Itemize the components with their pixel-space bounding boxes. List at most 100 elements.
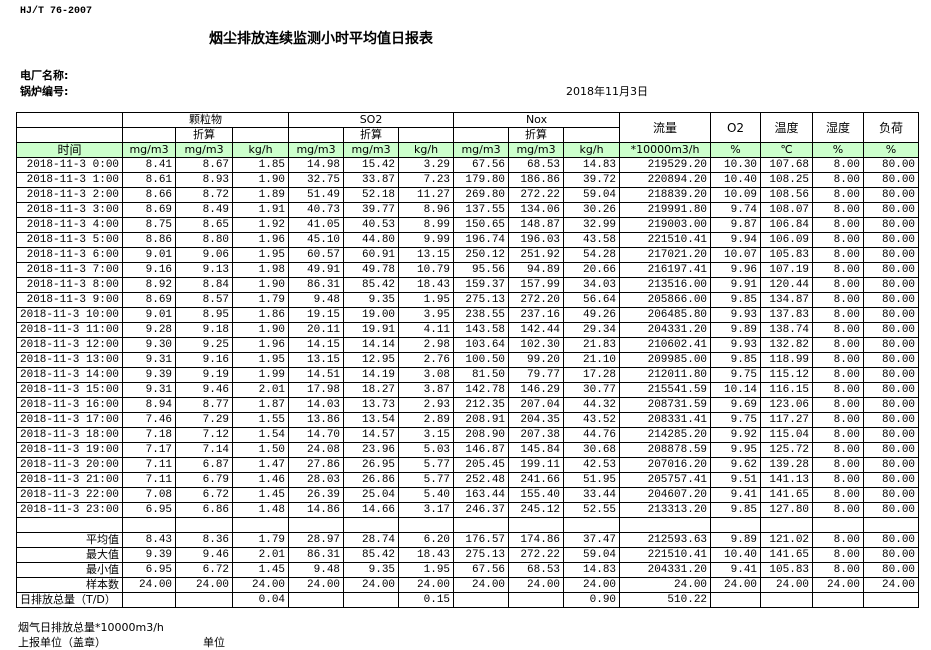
value-cell: 105.83 xyxy=(760,247,814,263)
table-row: 2018-11-3 12:00 9.30 9.25 1.96 14.15 14.14 2.9… xyxy=(15,337,920,353)
value-cell: 8.00 xyxy=(812,352,865,368)
nox-converted-header: 折算 xyxy=(508,127,565,143)
value-cell: 221510.41 xyxy=(619,547,712,563)
value-cell xyxy=(288,592,345,608)
value-cell: 207016.20 xyxy=(619,457,712,473)
unit-header: mg/m3 xyxy=(453,142,510,158)
value-cell: 24.00 xyxy=(619,577,712,593)
time-cell: 2018-11-3 5:00 xyxy=(15,232,124,248)
value-cell: 43.52 xyxy=(563,412,621,428)
value-cell: 6.79 xyxy=(175,472,234,488)
value-cell: 15.42 xyxy=(343,157,400,173)
value-cell: 67.56 xyxy=(453,562,510,578)
value-cell: 9.39 xyxy=(122,367,177,383)
value-cell: 1.90 xyxy=(232,322,290,338)
value-cell: 19.00 xyxy=(343,307,400,323)
value-cell: 42.53 xyxy=(563,457,621,473)
time-cell: 2018-11-3 15:00 xyxy=(15,382,124,398)
value-cell: 9.85 xyxy=(710,292,762,308)
time-cell: 2018-11-3 22:00 xyxy=(15,487,124,503)
value-cell: 30.68 xyxy=(563,442,621,458)
value-cell: 14.03 xyxy=(288,397,345,413)
value-cell: 10.79 xyxy=(398,262,455,278)
value-cell: 80.00 xyxy=(863,172,920,188)
unit-header: mg/m3 xyxy=(343,142,400,158)
value-cell: 8.57 xyxy=(175,292,234,308)
value-cell: 80.00 xyxy=(863,217,920,233)
value-cell: 10.30 xyxy=(710,157,762,173)
flue-gas-total-label: 烟气日排放总量*10000m3/h xyxy=(18,621,164,634)
value-cell: 8.00 xyxy=(812,217,865,233)
value-cell: 23.96 xyxy=(343,442,400,458)
value-cell: 141.13 xyxy=(760,472,814,488)
value-cell: 115.12 xyxy=(760,367,814,383)
value-cell: 8.00 xyxy=(812,532,865,548)
value-cell: 208331.41 xyxy=(619,412,712,428)
value-cell: 272.22 xyxy=(508,187,565,203)
value-cell: 13.15 xyxy=(398,247,455,263)
value-cell: 80.00 xyxy=(863,277,920,293)
value-cell: 17.28 xyxy=(563,367,621,383)
time-cell: 2018-11-3 4:00 xyxy=(15,217,124,233)
value-cell: 24.00 xyxy=(288,577,345,593)
value-cell: 80.00 xyxy=(863,202,920,218)
time-cell: 2018-11-3 1:00 xyxy=(15,172,124,188)
value-cell xyxy=(563,517,621,533)
temperature-header: 温度 xyxy=(760,112,814,143)
value-cell: 2.98 xyxy=(398,337,455,353)
value-cell: 142.78 xyxy=(453,382,510,398)
value-cell: 33.87 xyxy=(343,172,400,188)
value-cell: 9.85 xyxy=(710,502,762,518)
value-cell: 8.92 xyxy=(122,277,177,293)
value-cell: 9.41 xyxy=(710,562,762,578)
value-cell: 212011.80 xyxy=(619,367,712,383)
value-cell: 24.00 xyxy=(563,577,621,593)
unit-header: mg/m3 xyxy=(288,142,345,158)
value-cell: 3.87 xyxy=(398,382,455,398)
value-cell: 217021.20 xyxy=(619,247,712,263)
time-cell: 2018-11-3 16:00 xyxy=(15,397,124,413)
value-cell: 39.72 xyxy=(563,172,621,188)
table-row: 2018-11-3 15:00 9.31 9.46 2.01 17.98 18.27 3.8… xyxy=(15,382,920,398)
value-cell: 27.86 xyxy=(288,457,345,473)
so2-converted-header: 折算 xyxy=(343,127,400,143)
time-cell: 2018-11-3 10:00 xyxy=(15,307,124,323)
value-cell: 204.35 xyxy=(508,412,565,428)
value-cell: 127.80 xyxy=(760,502,814,518)
value-cell: 8.00 xyxy=(812,472,865,488)
value-cell xyxy=(508,592,565,608)
value-cell: 219529.20 xyxy=(619,157,712,173)
value-cell: 13.15 xyxy=(288,352,345,368)
value-cell: 54.28 xyxy=(563,247,621,263)
value-cell: 125.72 xyxy=(760,442,814,458)
summary-row: 最大值 9.39 9.46 2.01 86.31 85.42 18.43 275.13 272.… xyxy=(15,547,920,563)
value-cell: 218839.20 xyxy=(619,187,712,203)
value-cell: 157.99 xyxy=(508,277,565,293)
value-cell: 10.09 xyxy=(710,187,762,203)
value-cell: 80.00 xyxy=(863,562,920,578)
value-cell: 34.03 xyxy=(563,277,621,293)
value-cell: 14.66 xyxy=(343,502,400,518)
unit-header: mg/m3 xyxy=(175,142,234,158)
report-title: 烟尘排放连续监测小时平均值日报表 xyxy=(209,31,433,47)
blank-cell xyxy=(453,127,510,143)
time-cell: 2018-11-3 21:00 xyxy=(15,472,124,488)
table-row: 2018-11-3 17:00 7.46 7.29 1.55 13.86 13.54 2.8… xyxy=(15,412,920,428)
time-cell: 2018-11-3 23:00 xyxy=(15,502,124,518)
value-cell xyxy=(710,517,762,533)
value-cell: 14.83 xyxy=(563,562,621,578)
value-cell: 80.00 xyxy=(863,367,920,383)
value-cell: 8.75 xyxy=(122,217,177,233)
value-cell: 21.10 xyxy=(563,352,621,368)
table-row: 2018-11-3 2:00 8.66 8.72 1.89 51.49 52.18 11.2… xyxy=(15,187,920,203)
summary-row: 平均值 8.43 8.36 1.79 28.97 28.74 6.20 176.57 174.8… xyxy=(15,532,920,548)
converted-header-row: 折算 折算 折算 xyxy=(15,127,919,143)
value-cell: 2.01 xyxy=(232,547,290,563)
value-cell: 80.00 xyxy=(863,502,920,518)
value-cell xyxy=(288,517,345,533)
value-cell: 24.00 xyxy=(343,577,400,593)
value-cell: 9.41 xyxy=(710,487,762,503)
value-cell: 60.91 xyxy=(343,247,400,263)
value-cell: 24.00 xyxy=(453,577,510,593)
value-cell: 13.86 xyxy=(288,412,345,428)
